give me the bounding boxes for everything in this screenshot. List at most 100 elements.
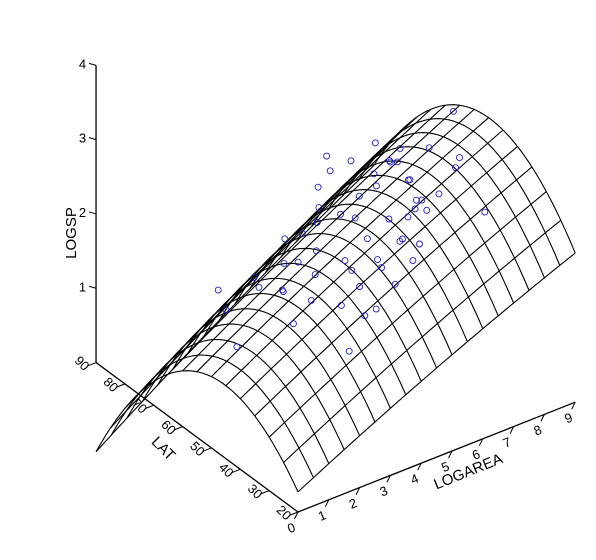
data-point <box>348 266 356 274</box>
data-point <box>371 139 379 147</box>
data-point <box>396 144 404 152</box>
data-point <box>341 257 349 265</box>
x-tick-label: 8 <box>532 422 544 439</box>
data-point <box>347 157 355 165</box>
surface-line-const-area <box>218 247 422 382</box>
data-point <box>418 196 426 204</box>
surface-line-const-lat <box>167 104 446 375</box>
data-point <box>355 192 363 200</box>
z-tick-mark <box>88 137 97 141</box>
x-tick-mark <box>448 450 453 459</box>
surface-line-const-lat <box>196 108 475 373</box>
x-tick-mark <box>355 487 361 495</box>
data-point <box>289 320 297 328</box>
surface-line-const-area <box>372 104 576 254</box>
data-point <box>372 305 380 313</box>
data-point <box>435 190 443 198</box>
z-tick-mark <box>88 285 97 289</box>
y-tick-label: 50 <box>187 438 208 459</box>
surface-line-const-lat <box>211 117 490 377</box>
surface-line-const-area <box>249 218 453 356</box>
data-point <box>323 152 331 160</box>
data-point <box>279 288 287 296</box>
data-point <box>214 286 222 294</box>
data-point <box>386 158 394 166</box>
y-tick-label: 40 <box>216 460 237 481</box>
data-point <box>370 170 378 178</box>
x-axis-line <box>297 401 576 513</box>
surface-line-const-area <box>187 277 391 409</box>
y-tick-label: 30 <box>245 481 266 502</box>
x-tick-mark <box>324 499 330 508</box>
surface-line-const-lat <box>268 191 547 438</box>
data-point <box>398 235 406 243</box>
z-tick-label: 4 <box>79 56 86 71</box>
data-point <box>374 256 381 264</box>
surface-line-const-lat <box>254 166 533 417</box>
z-tick-label: 2 <box>79 205 86 220</box>
surface-line-const-area <box>264 203 468 342</box>
surface-line-const-lat <box>182 104 461 372</box>
surface-line-const-area <box>311 160 515 304</box>
x-tick-mark <box>417 462 422 471</box>
surface-line-const-area <box>203 262 407 396</box>
data-point <box>312 247 320 255</box>
y-tick-mark <box>231 468 241 474</box>
y-tick-label: 70 <box>129 396 150 417</box>
y-tick-mark <box>202 447 212 452</box>
data-point <box>411 205 419 213</box>
data-point <box>386 157 393 165</box>
surface-line-const-area <box>126 338 330 464</box>
surface-line-const-lat <box>297 252 576 493</box>
data-point <box>452 164 459 172</box>
data-point <box>404 213 412 221</box>
data-point <box>416 240 423 248</box>
y-tick-mark <box>173 426 183 431</box>
y-tick-label: 90 <box>72 353 93 374</box>
x-tick-mark <box>571 401 576 410</box>
data-point <box>409 257 417 265</box>
z-tick-mark <box>88 211 97 215</box>
data-point <box>345 347 353 355</box>
surface-line-const-area <box>280 189 484 329</box>
data-point <box>233 343 241 351</box>
data-point <box>250 273 258 281</box>
data-point <box>314 183 322 191</box>
x-tick-label: 1 <box>316 507 328 524</box>
surface-line-const-area <box>295 174 499 317</box>
x-tick-label: 2 <box>347 495 359 512</box>
data-point <box>278 286 286 294</box>
data-point <box>294 258 302 266</box>
y-axis-line <box>95 362 299 513</box>
data-point <box>351 214 359 222</box>
z-tick-label: 1 <box>79 279 86 294</box>
x-tick-mark <box>478 438 484 447</box>
surface-line-const-area <box>95 370 299 493</box>
data-point <box>456 154 463 162</box>
data-point <box>393 158 401 166</box>
data-point <box>337 210 345 218</box>
data-point <box>313 219 321 226</box>
data-point <box>425 144 433 152</box>
scatter-points <box>214 107 489 355</box>
surface-line-const-area <box>141 323 345 450</box>
data-point <box>391 280 399 288</box>
data-point <box>307 296 315 304</box>
x-tick-mark <box>386 475 391 483</box>
data-point <box>281 235 289 243</box>
x-tick-label: 9 <box>562 410 574 427</box>
z-axis-label: LOGSP <box>63 207 80 259</box>
data-point <box>361 312 369 320</box>
data-point <box>356 283 364 290</box>
x-tick-mark <box>540 414 545 422</box>
data-point <box>372 182 380 190</box>
y-tick-mark <box>144 404 154 410</box>
x-tick-mark <box>509 426 515 434</box>
z-tick-mark <box>88 62 97 66</box>
data-point <box>315 204 323 212</box>
data-point <box>311 271 319 279</box>
data-point <box>363 235 371 243</box>
data-point <box>449 107 457 115</box>
data-point <box>406 176 414 184</box>
